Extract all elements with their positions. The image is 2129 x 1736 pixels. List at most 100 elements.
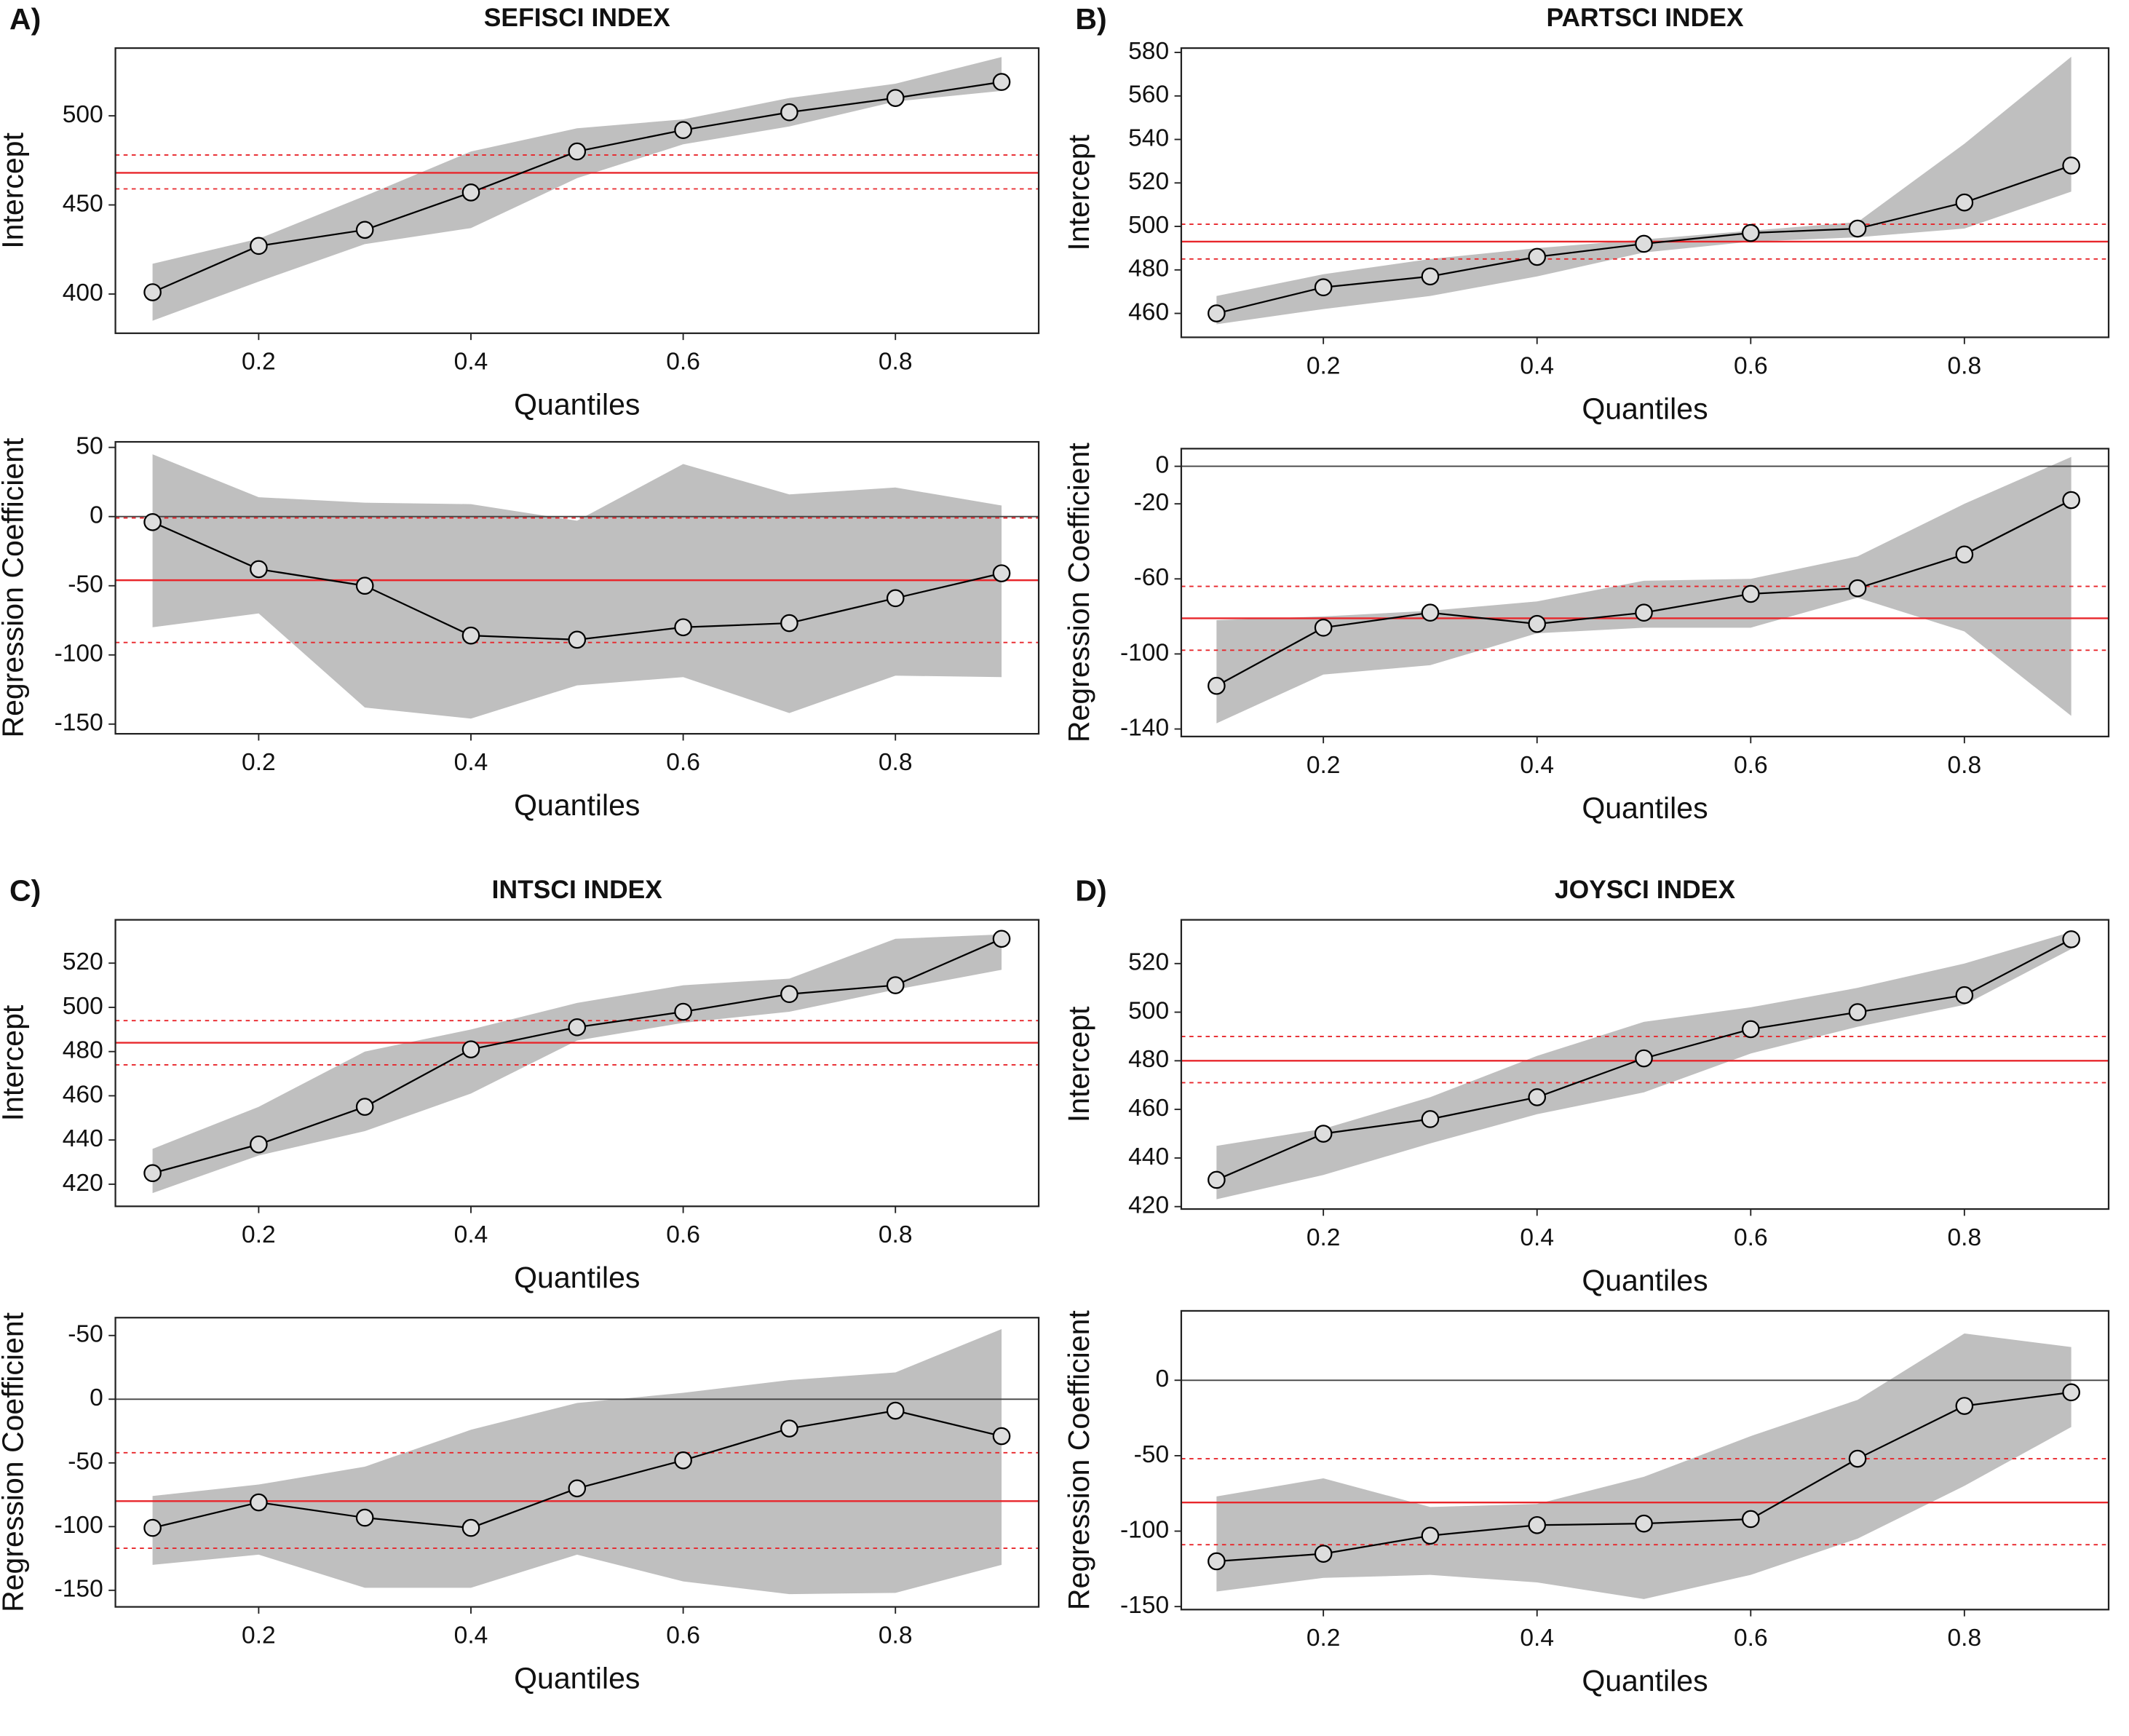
point: [992, 1427, 1011, 1446]
point: [2062, 930, 2080, 948]
plot-frame: [1180, 919, 2110, 1210]
point: [1314, 1125, 1333, 1143]
point: [1208, 676, 1226, 695]
point: [1314, 278, 1333, 297]
x-tick-label: 0.8: [1948, 352, 1982, 379]
point: [780, 985, 798, 1004]
y-tick-label: 520: [1128, 949, 1169, 976]
y-axis-label: Intercept: [0, 1004, 30, 1121]
x-axis-label: Quantiles: [1582, 392, 1708, 425]
plot-frame: [114, 440, 1040, 735]
point: [568, 1479, 587, 1498]
x-axis-label: Quantiles: [1582, 791, 1708, 825]
point: [355, 1508, 374, 1527]
y-tick-label: 500: [63, 101, 103, 128]
y-tick-label: 50: [76, 433, 103, 460]
point: [1421, 603, 1440, 622]
panel-label: A): [9, 2, 41, 36]
point: [1208, 1170, 1226, 1189]
point: [1848, 579, 1867, 598]
y-tick-label: -50: [1134, 1441, 1170, 1468]
point: [1528, 614, 1547, 633]
chart-title: PARTSCI INDEX: [1546, 3, 1743, 32]
y-tick-label: 440: [63, 1125, 103, 1152]
plot-frame: [114, 47, 1040, 334]
x-tick-label: 0.2: [1307, 1224, 1341, 1251]
y-tick-label: 440: [1128, 1144, 1169, 1170]
point: [1741, 584, 1760, 603]
x-tick-label: 0.6: [666, 1622, 700, 1649]
y-tick-label: -150: [1120, 1592, 1169, 1619]
point: [1955, 545, 1974, 564]
point: [355, 1098, 374, 1116]
point: [1635, 234, 1653, 253]
point: [886, 89, 905, 107]
point: [780, 103, 798, 122]
x-axis-label: Quantiles: [1582, 1264, 1708, 1297]
point: [250, 1135, 268, 1154]
point: [674, 1002, 692, 1021]
point: [992, 930, 1011, 948]
confidence-band: [152, 57, 1002, 321]
x-tick-label: 0.4: [1520, 352, 1554, 379]
x-tick-label: 0.2: [242, 1622, 276, 1649]
x-axis-label: Quantiles: [514, 788, 640, 822]
x-tick-label: 0.2: [1307, 1625, 1341, 1652]
point: [1635, 603, 1653, 622]
y-tick-label: 0: [1155, 451, 1169, 478]
y-axis-label: Intercept: [1062, 134, 1095, 250]
x-tick-label: 0.4: [1520, 1224, 1554, 1251]
x-axis-label: Quantiles: [514, 388, 640, 421]
point: [780, 1419, 798, 1438]
point: [1314, 619, 1333, 637]
point: [1955, 986, 1974, 1004]
x-tick-label: 0.8: [879, 749, 913, 776]
chart-title: JOYSCI INDEX: [1555, 875, 1735, 904]
y-tick-label: -150: [55, 1576, 103, 1603]
x-axis-label: Quantiles: [1582, 1664, 1708, 1697]
point: [2062, 491, 2080, 510]
point: [1848, 219, 1867, 238]
x-tick-label: 0.6: [666, 749, 700, 776]
point: [461, 626, 480, 645]
x-tick-label: 0.6: [666, 349, 700, 376]
y-tick-label: 420: [63, 1170, 103, 1197]
point: [1421, 267, 1440, 286]
point: [886, 1401, 905, 1420]
x-tick-label: 0.4: [1520, 752, 1554, 779]
point: [1955, 1397, 1974, 1415]
y-tick-label: -100: [55, 1512, 103, 1539]
y-tick-label: 0: [90, 1384, 103, 1411]
x-tick-label: 0.6: [666, 1221, 700, 1248]
point: [1314, 1545, 1333, 1563]
point: [992, 564, 1011, 582]
confidence-band: [152, 1329, 1002, 1595]
point: [1528, 1515, 1547, 1534]
point: [143, 1518, 162, 1537]
x-tick-label: 0.8: [1948, 1625, 1982, 1652]
x-tick-label: 0.4: [454, 1622, 488, 1649]
panel-label: C): [9, 874, 41, 908]
x-tick-label: 0.8: [1948, 1224, 1982, 1251]
confidence-band: [1216, 1333, 2071, 1599]
confidence-band: [1216, 456, 2071, 724]
x-tick-label: 0.2: [242, 349, 276, 376]
point: [674, 1451, 692, 1470]
point: [1528, 247, 1547, 266]
y-axis-label: Intercept: [0, 132, 30, 249]
x-tick-label: 0.2: [242, 1221, 276, 1248]
x-tick-label: 0.2: [1307, 752, 1341, 779]
point: [461, 1040, 480, 1058]
y-tick-label: 460: [63, 1081, 103, 1108]
x-axis-label: Quantiles: [514, 1662, 640, 1695]
x-tick-label: 0.8: [879, 1622, 913, 1649]
point: [674, 121, 692, 140]
y-tick-label: 500: [1128, 212, 1169, 239]
point: [1848, 1003, 1867, 1021]
point: [2062, 1383, 2080, 1402]
point: [568, 1018, 587, 1037]
y-tick-label: 500: [63, 993, 103, 1020]
point: [355, 576, 374, 595]
point: [1848, 1449, 1867, 1468]
